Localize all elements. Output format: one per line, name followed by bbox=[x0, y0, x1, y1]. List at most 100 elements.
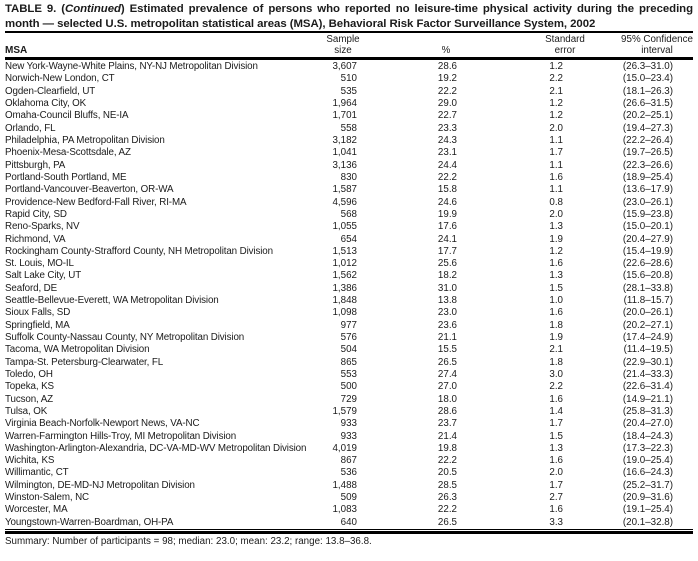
percent-cell: 24.4 bbox=[437, 159, 457, 171]
msa-cell: Salt Lake City, UT bbox=[5, 270, 82, 282]
table-row: Omaha-Council Bluffs, NE-IA 1,701 22.7 1.2 (… bbox=[5, 110, 698, 122]
table-row: Worcester, MA 1,083 22.2 1.6 (19.1–25.4) bbox=[5, 504, 698, 516]
sample-size-cell: 568 bbox=[340, 208, 357, 220]
confidence-interval-cell: (15.4–19.9) bbox=[622, 245, 673, 257]
confidence-interval-cell: (19.1–25.4) bbox=[622, 504, 673, 516]
percent-cell: 20.5 bbox=[437, 467, 457, 479]
table-row: Richmond, VA 654 24.1 1.9 (20.4–27.9) bbox=[5, 233, 698, 245]
msa-cell: Omaha-Council Bluffs, NE-IA bbox=[5, 110, 129, 122]
summary-line: Summary: Number of participants = 98; me… bbox=[5, 535, 372, 547]
standard-error-cell: 1.6 bbox=[549, 393, 563, 405]
title-rule bbox=[5, 31, 693, 33]
column-header-se-line1: Standard bbox=[545, 33, 585, 45]
table-bottom-rule-thin bbox=[5, 529, 693, 530]
table-row: Reno-Sparks, NV 1,055 17.6 1.3 (15.0–20.1) bbox=[5, 221, 698, 233]
table-row: Topeka, KS 500 27.0 2.2 (22.6–31.4) bbox=[5, 381, 698, 393]
table-row: Portland-Vancouver-Beaverton, OR-WA 1,587… bbox=[5, 184, 698, 196]
msa-cell: Phoenix-Mesa-Scottsdale, AZ bbox=[5, 147, 131, 159]
percent-cell: 19.9 bbox=[437, 208, 457, 220]
standard-error-cell: 1.4 bbox=[549, 405, 563, 417]
msa-cell: Youngstown-Warren-Boardman, OH-PA bbox=[5, 516, 174, 528]
table-row: Salt Lake City, UT 1,562 18.2 1.3 (15.6–20.8… bbox=[5, 270, 698, 282]
standard-error-cell: 1.1 bbox=[549, 184, 563, 196]
header-rule bbox=[5, 57, 693, 60]
msa-cell: Rockingham County-Strafford County, NH M… bbox=[5, 245, 273, 257]
percent-cell: 26.3 bbox=[437, 492, 457, 504]
standard-error-cell: 1.6 bbox=[549, 504, 563, 516]
msa-cell: Oklahoma City, OK bbox=[5, 98, 87, 110]
confidence-interval-cell: (19.4–27.3) bbox=[622, 122, 673, 134]
msa-cell: Virginia Beach-Norfolk-Newport News, VA-… bbox=[5, 418, 200, 430]
percent-cell: 17.6 bbox=[437, 221, 457, 233]
msa-cell: Wilmington, DE-MD-NJ Metropolitan Divisi… bbox=[5, 479, 195, 491]
confidence-interval-cell: (28.1–33.8) bbox=[622, 282, 673, 294]
table-row: Orlando, FL 558 23.3 2.0 (19.4–27.3) bbox=[5, 123, 698, 135]
sample-size-cell: 3,136 bbox=[332, 159, 357, 171]
msa-cell: Tucson, AZ bbox=[5, 393, 53, 405]
confidence-interval-cell: (22.6–31.4) bbox=[622, 381, 673, 393]
msa-cell: Topeka, KS bbox=[5, 381, 54, 393]
msa-cell: Suffolk County-Nassau County, NY Metropo… bbox=[5, 332, 245, 344]
msa-cell: Springfield, MA bbox=[5, 319, 70, 331]
sample-size-cell: 867 bbox=[340, 455, 357, 467]
table-title-continued: Continued bbox=[65, 3, 121, 15]
percent-cell: 29.0 bbox=[437, 98, 457, 110]
standard-error-cell: 1.1 bbox=[549, 159, 563, 171]
table-row: St. Louis, MO-IL 1,012 25.6 1.6 (22.6–28.6) bbox=[5, 258, 698, 270]
msa-cell: Norwich-New London, CT bbox=[5, 73, 115, 85]
sample-size-cell: 576 bbox=[340, 332, 357, 344]
percent-cell: 24.6 bbox=[437, 196, 457, 208]
standard-error-cell: 1.0 bbox=[549, 295, 563, 307]
percent-cell: 28.5 bbox=[437, 479, 457, 491]
sample-size-cell: 553 bbox=[340, 368, 357, 380]
table-row: Norwich-New London, CT 510 19.2 2.2 (15.0–23… bbox=[5, 73, 698, 85]
percent-cell: 22.2 bbox=[437, 455, 457, 467]
table-row: Portland-South Portland, ME 830 22.2 1.6 (18… bbox=[5, 172, 698, 184]
table-row: Pittsburgh, PA 3,136 24.4 1.1 (22.3–26.6) bbox=[5, 160, 698, 172]
sample-size-cell: 535 bbox=[340, 85, 357, 97]
table-row: Winston-Salem, NC 509 26.3 2.7 (20.9–31.6) bbox=[5, 492, 698, 504]
percent-cell: 15.5 bbox=[437, 344, 457, 356]
percent-cell: 26.5 bbox=[437, 516, 457, 528]
table-title-line1: TABLE 9. (Continued) Estimated prevalenc… bbox=[5, 2, 693, 17]
percent-cell: 23.0 bbox=[437, 307, 457, 319]
column-header-msa: MSA bbox=[5, 44, 28, 56]
standard-error-cell: 1.5 bbox=[549, 430, 563, 442]
standard-error-cell: 1.8 bbox=[549, 356, 563, 368]
confidence-interval-cell: (13.6–17.9) bbox=[622, 184, 673, 196]
standard-error-cell: 3.3 bbox=[549, 516, 563, 528]
confidence-interval-cell: (15.0–23.4) bbox=[622, 73, 673, 85]
percent-cell: 15.8 bbox=[437, 184, 457, 196]
sample-size-cell: 865 bbox=[340, 356, 357, 368]
column-header-standard-error: Standard error bbox=[505, 34, 625, 57]
sample-size-cell: 509 bbox=[340, 492, 357, 504]
standard-error-cell: 2.2 bbox=[549, 381, 563, 393]
standard-error-cell: 1.1 bbox=[549, 135, 563, 147]
msa-cell: Toledo, OH bbox=[5, 368, 53, 380]
table-row: Willimantic, CT 536 20.5 2.0 (16.6–24.3) bbox=[5, 467, 698, 479]
confidence-interval-cell: (22.3–26.6) bbox=[622, 159, 673, 171]
table-row: Wichita, KS 867 22.2 1.6 (19.0–25.4) bbox=[5, 455, 698, 467]
sample-size-cell: 536 bbox=[340, 467, 357, 479]
confidence-interval-cell: (15.0–20.1) bbox=[622, 221, 673, 233]
table-row: Rockingham County-Strafford County, NH M… bbox=[5, 246, 698, 258]
table-row: Sioux Falls, SD 1,098 23.0 1.6 (20.0–26.1) bbox=[5, 307, 698, 319]
percent-cell: 22.2 bbox=[437, 171, 457, 183]
table-row: Toledo, OH 553 27.4 3.0 (21.4–33.3) bbox=[5, 369, 698, 381]
column-header-se-line2: error bbox=[554, 45, 576, 56]
standard-error-cell: 1.8 bbox=[549, 319, 563, 331]
percent-cell: 23.6 bbox=[437, 319, 457, 331]
confidence-interval-cell: (19.7–26.5) bbox=[622, 147, 673, 159]
percent-cell: 19.2 bbox=[437, 73, 457, 85]
percent-cell: 27.0 bbox=[437, 381, 457, 393]
confidence-interval-cell: (17.3–22.3) bbox=[622, 442, 673, 454]
confidence-interval-cell: (19.0–25.4) bbox=[622, 455, 673, 467]
standard-error-cell: 2.0 bbox=[549, 208, 563, 220]
standard-error-cell: 2.0 bbox=[549, 467, 563, 479]
sample-size-cell: 1,488 bbox=[332, 479, 357, 491]
msa-cell: Warren-Farmington Hills-Troy, MI Metropo… bbox=[5, 430, 237, 442]
sample-size-cell: 1,848 bbox=[332, 295, 357, 307]
sample-size-cell: 640 bbox=[340, 516, 357, 528]
sample-size-cell: 654 bbox=[340, 233, 357, 245]
